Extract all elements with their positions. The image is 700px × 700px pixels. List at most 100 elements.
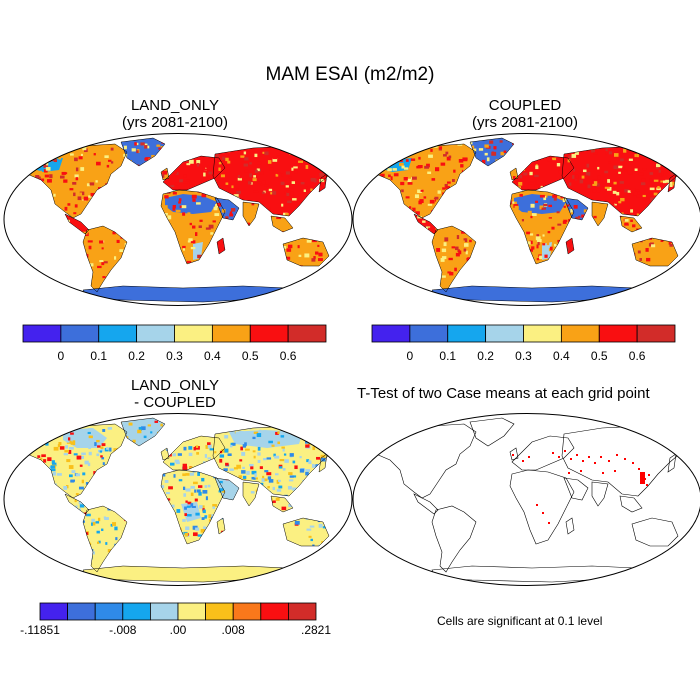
significant-cell bbox=[632, 462, 634, 464]
grid-cell bbox=[18, 438, 22, 443]
grid-cell bbox=[408, 142, 414, 147]
grid-cell bbox=[325, 149, 330, 154]
grid-cell bbox=[556, 162, 561, 167]
grid-cell bbox=[638, 145, 641, 149]
grid-cell bbox=[162, 473, 166, 477]
grid-cell bbox=[334, 158, 340, 162]
colorbar-swatch bbox=[287, 324, 327, 343]
grid-cell bbox=[268, 188, 273, 192]
grid-cell bbox=[57, 444, 61, 448]
grid-cell bbox=[678, 162, 681, 166]
grid-cell bbox=[660, 180, 666, 183]
grid-cell bbox=[431, 178, 436, 181]
grid-cell bbox=[274, 420, 280, 424]
africa-outline bbox=[160, 469, 226, 545]
grid-cell bbox=[619, 181, 624, 184]
grid-cell bbox=[236, 464, 241, 469]
grid-cell bbox=[58, 442, 62, 446]
significant-cell bbox=[594, 462, 596, 464]
grid-cell bbox=[177, 453, 182, 456]
grid-cell bbox=[460, 251, 463, 254]
grid-cell bbox=[250, 465, 254, 470]
grid-cell bbox=[185, 526, 190, 531]
grid-cell bbox=[320, 270, 325, 275]
grid-cell bbox=[586, 163, 590, 168]
grid-cell bbox=[64, 206, 68, 211]
grid-cell bbox=[227, 453, 232, 456]
grid-cell bbox=[614, 203, 617, 206]
grid-cell bbox=[537, 242, 540, 246]
grid-cell bbox=[172, 206, 176, 211]
grid-cell bbox=[212, 504, 218, 507]
grid-cell bbox=[281, 173, 284, 177]
grid-cell bbox=[173, 170, 177, 174]
grid-cell bbox=[687, 255, 691, 259]
uk-outline bbox=[509, 447, 519, 461]
grid-cell bbox=[256, 168, 260, 172]
grid-cell bbox=[93, 153, 96, 156]
grid-cell bbox=[375, 275, 380, 279]
grid-cell bbox=[379, 272, 385, 277]
grid-cell bbox=[458, 158, 464, 163]
grid-cell bbox=[27, 152, 30, 156]
grid-cell bbox=[639, 258, 642, 261]
grid-cell bbox=[162, 207, 168, 211]
grid-cell bbox=[81, 479, 84, 484]
grid-cell bbox=[556, 211, 560, 214]
grid-cell bbox=[273, 453, 276, 457]
panel-title-line1: LAND_ONLY bbox=[130, 377, 220, 394]
grid-cell bbox=[320, 554, 323, 558]
grid-cell bbox=[219, 488, 224, 492]
grid-cell bbox=[233, 194, 239, 197]
grid-cell bbox=[202, 509, 206, 514]
grid-cell bbox=[469, 239, 472, 243]
grid-cell bbox=[670, 171, 675, 175]
grid-cell bbox=[203, 168, 208, 171]
grid-cell bbox=[560, 195, 564, 199]
grid-cell bbox=[687, 152, 690, 157]
grid-cell bbox=[405, 196, 410, 199]
grid-cell bbox=[670, 149, 675, 154]
grid-cell bbox=[175, 461, 180, 465]
grid-cell bbox=[186, 179, 190, 182]
grid-cell bbox=[188, 446, 193, 450]
grid-cell bbox=[151, 154, 155, 159]
grid-cell bbox=[500, 151, 505, 156]
grid-cell bbox=[285, 185, 289, 188]
grid-cell bbox=[650, 197, 655, 201]
grid-cell bbox=[300, 181, 305, 185]
grid-cell bbox=[51, 460, 55, 464]
grid-cell bbox=[110, 523, 113, 527]
grid-cell bbox=[239, 459, 243, 462]
grid-cell bbox=[562, 220, 567, 224]
grid-cell bbox=[72, 142, 77, 146]
grid-cell bbox=[456, 235, 460, 240]
grid-cell bbox=[315, 251, 319, 255]
grid-cell bbox=[196, 163, 200, 167]
grid-cell bbox=[313, 256, 316, 260]
grid-cell bbox=[188, 159, 194, 164]
grid-cell bbox=[75, 177, 79, 181]
grid-cell bbox=[203, 528, 207, 531]
grid-cell bbox=[214, 213, 220, 217]
panel-title-line2: (yrs 2081-2100) bbox=[122, 114, 228, 131]
panel-title-line2: - COUPLED bbox=[134, 394, 216, 411]
grid-cell bbox=[294, 520, 300, 525]
grid-cell bbox=[292, 487, 297, 491]
grid-cell bbox=[441, 167, 446, 172]
grid-cell bbox=[272, 157, 278, 162]
grid-cell bbox=[289, 226, 294, 229]
grid-cell bbox=[552, 194, 558, 198]
grid-cell bbox=[70, 432, 74, 435]
grid-cell bbox=[185, 473, 190, 476]
grid-cell bbox=[290, 191, 294, 196]
grid-cell bbox=[219, 480, 223, 485]
grid-cell bbox=[196, 202, 201, 205]
grid-cell bbox=[623, 148, 627, 153]
grid-cell bbox=[183, 486, 186, 491]
grid-cell bbox=[334, 159, 337, 163]
centralAmerica-outline bbox=[64, 493, 90, 515]
grid-cell bbox=[654, 154, 659, 158]
grid-cell bbox=[274, 473, 279, 476]
grid-cell bbox=[597, 166, 600, 170]
